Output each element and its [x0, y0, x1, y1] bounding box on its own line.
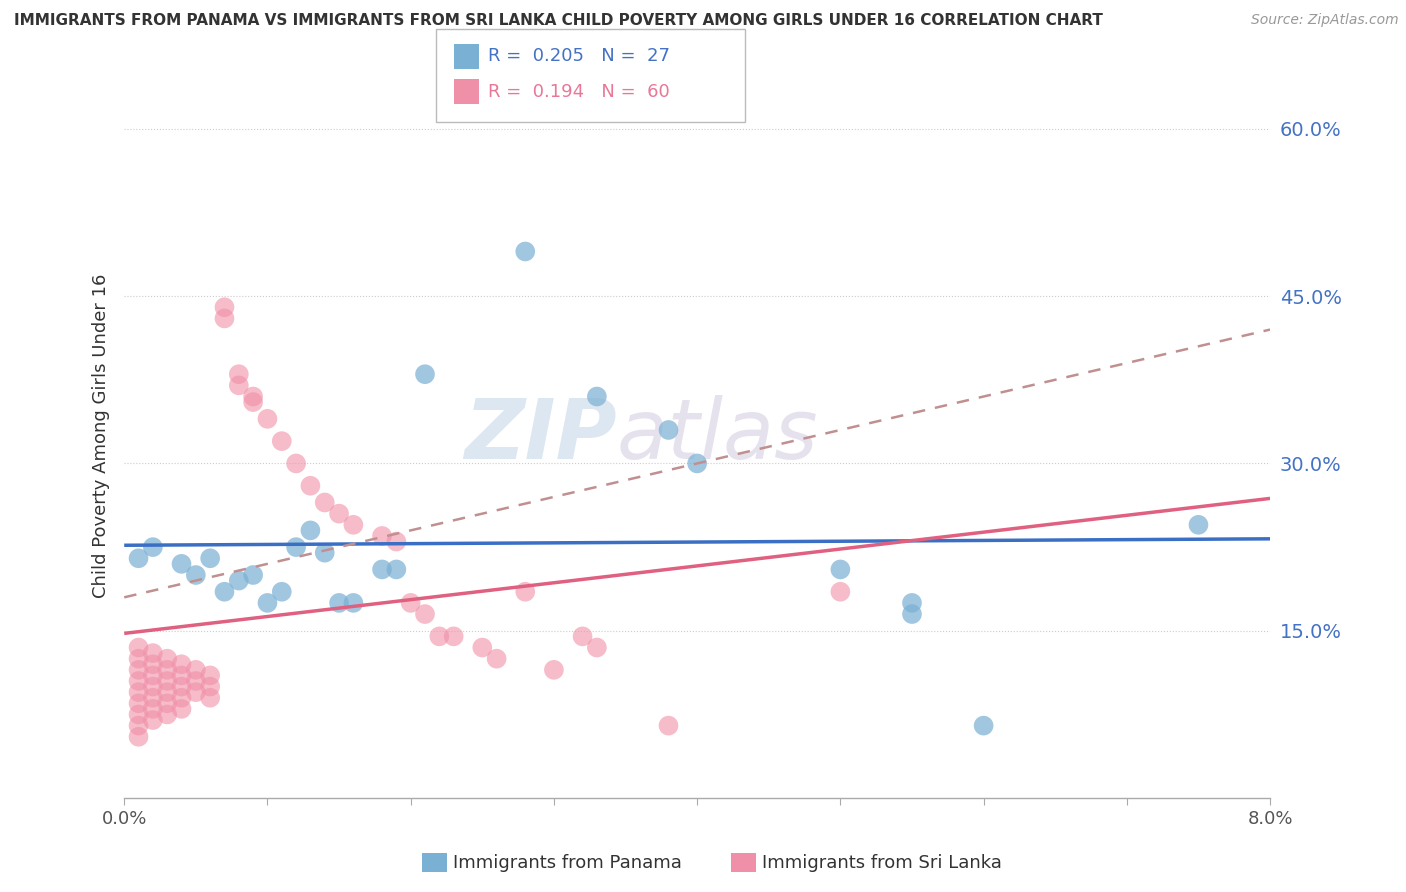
Point: [184, 673, 207, 688]
Point: [170, 680, 193, 694]
Point: [270, 584, 292, 599]
Point: [285, 457, 308, 471]
Point: [242, 395, 264, 409]
Point: [228, 378, 250, 392]
Point: [342, 596, 364, 610]
Point: [1187, 517, 1209, 532]
Point: [184, 663, 207, 677]
Point: [214, 311, 236, 326]
Point: [328, 596, 350, 610]
Point: [170, 557, 193, 571]
Point: [314, 495, 336, 509]
Point: [142, 680, 165, 694]
Point: [657, 423, 679, 437]
Text: IMMIGRANTS FROM PANAMA VS IMMIGRANTS FROM SRI LANKA CHILD POVERTY AMONG GIRLS UN: IMMIGRANTS FROM PANAMA VS IMMIGRANTS FRO…: [14, 13, 1102, 29]
Point: [170, 690, 193, 705]
Point: [515, 584, 537, 599]
Point: [170, 657, 193, 672]
Point: [413, 368, 436, 382]
Text: atlas: atlas: [617, 395, 818, 476]
Point: [142, 668, 165, 682]
Text: R =  0.194   N =  60: R = 0.194 N = 60: [488, 83, 669, 101]
Point: [973, 718, 995, 732]
Point: [156, 663, 179, 677]
Point: [214, 584, 236, 599]
Point: [198, 551, 221, 566]
Point: [170, 702, 193, 716]
Point: [328, 507, 350, 521]
Point: [198, 668, 221, 682]
Point: [128, 673, 150, 688]
Point: [901, 596, 924, 610]
Point: [128, 685, 150, 699]
Point: [571, 629, 593, 643]
Point: [156, 685, 179, 699]
Point: [142, 690, 165, 705]
Point: [170, 668, 193, 682]
Text: ZIP: ZIP: [464, 395, 617, 476]
Point: [128, 718, 150, 732]
Point: [142, 713, 165, 727]
Point: [471, 640, 494, 655]
Point: [399, 596, 422, 610]
Point: [256, 412, 278, 426]
Point: [214, 300, 236, 314]
Point: [515, 244, 537, 259]
Point: [270, 434, 292, 449]
Point: [142, 646, 165, 660]
Point: [156, 696, 179, 710]
Point: [285, 540, 308, 554]
Point: [128, 696, 150, 710]
Point: [485, 651, 508, 665]
Point: [371, 562, 394, 576]
Point: [371, 529, 394, 543]
Point: [184, 685, 207, 699]
Point: [385, 562, 408, 576]
Point: [586, 390, 609, 404]
Point: [184, 568, 207, 582]
Point: [586, 640, 609, 655]
Text: R =  0.205   N =  27: R = 0.205 N = 27: [488, 47, 669, 65]
Point: [128, 551, 150, 566]
Point: [543, 663, 565, 677]
Point: [128, 663, 150, 677]
Point: [242, 568, 264, 582]
Y-axis label: Child Poverty Among Girls Under 16: Child Poverty Among Girls Under 16: [93, 273, 110, 598]
Point: [128, 730, 150, 744]
Point: [314, 546, 336, 560]
Point: [657, 718, 679, 732]
Point: [686, 457, 709, 471]
Point: [142, 657, 165, 672]
Point: [830, 584, 852, 599]
Point: [142, 540, 165, 554]
Point: [198, 690, 221, 705]
Point: [156, 707, 179, 722]
Point: [385, 534, 408, 549]
Point: [299, 479, 322, 493]
Point: [228, 368, 250, 382]
Point: [901, 607, 924, 621]
Text: Immigrants from Panama: Immigrants from Panama: [453, 854, 682, 871]
Point: [443, 629, 465, 643]
Point: [342, 517, 364, 532]
Point: [256, 596, 278, 610]
Point: [156, 651, 179, 665]
Point: [413, 607, 436, 621]
Point: [128, 651, 150, 665]
Point: [128, 707, 150, 722]
Point: [830, 562, 852, 576]
Point: [427, 629, 450, 643]
Point: [142, 702, 165, 716]
Point: [299, 524, 322, 538]
Text: Source: ZipAtlas.com: Source: ZipAtlas.com: [1251, 13, 1399, 28]
Text: Immigrants from Sri Lanka: Immigrants from Sri Lanka: [762, 854, 1002, 871]
Point: [228, 574, 250, 588]
Point: [198, 680, 221, 694]
Point: [242, 390, 264, 404]
Point: [156, 673, 179, 688]
Point: [128, 640, 150, 655]
